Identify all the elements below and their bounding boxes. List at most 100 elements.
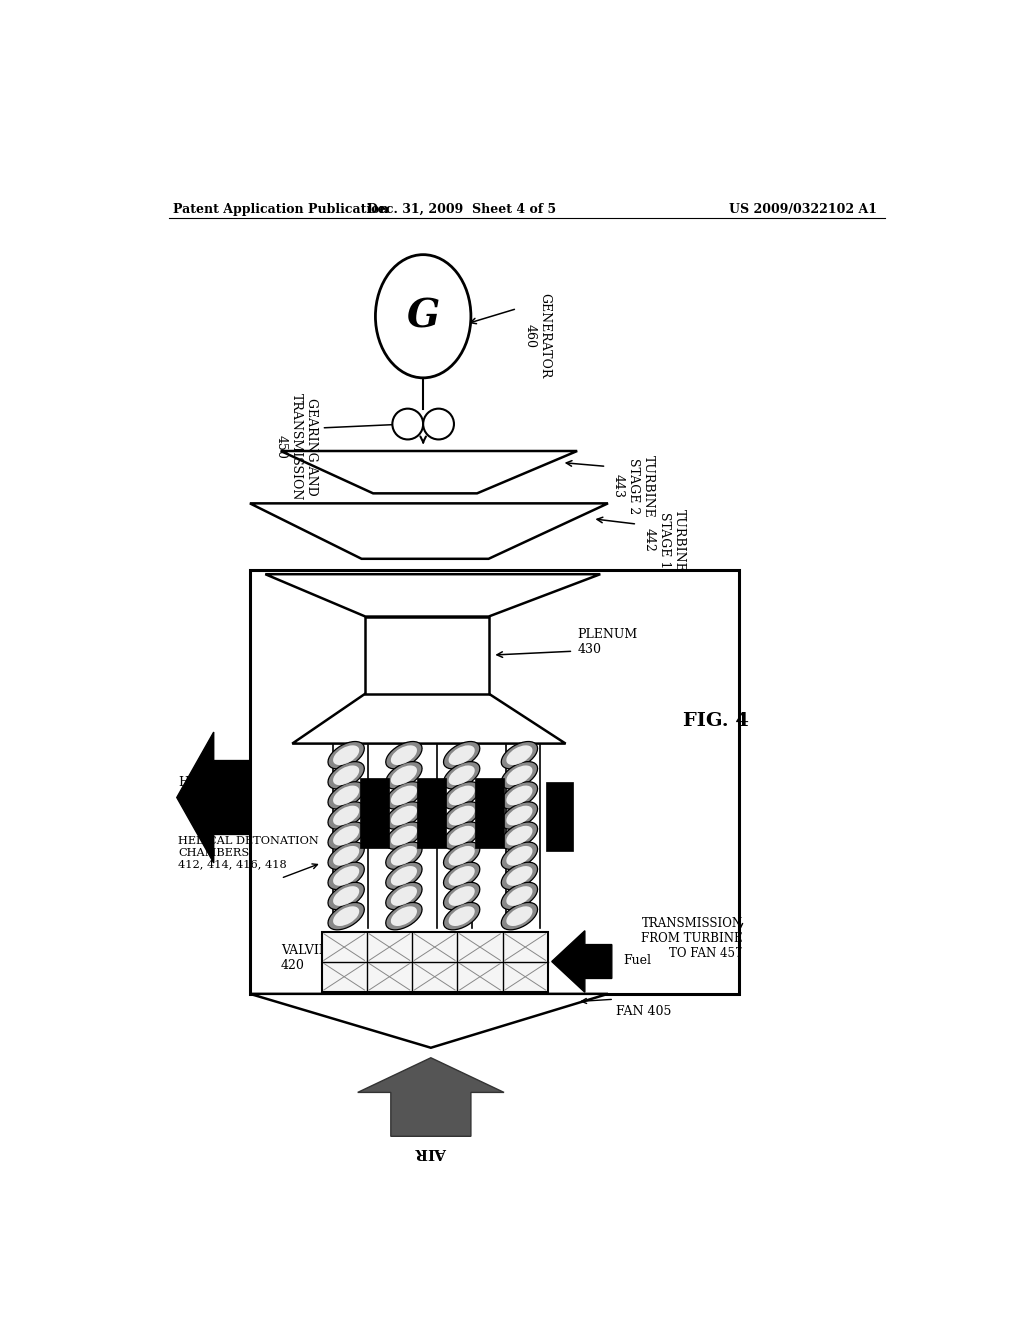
Ellipse shape	[391, 866, 417, 886]
Ellipse shape	[502, 801, 538, 829]
Ellipse shape	[333, 886, 359, 906]
Text: Fuel: Fuel	[624, 954, 651, 968]
Ellipse shape	[386, 862, 422, 890]
Polygon shape	[265, 574, 600, 616]
Ellipse shape	[506, 785, 532, 805]
Polygon shape	[292, 693, 565, 743]
Ellipse shape	[443, 903, 480, 929]
Ellipse shape	[328, 862, 365, 890]
Ellipse shape	[386, 742, 422, 768]
Ellipse shape	[333, 805, 359, 825]
Text: VALVING
420: VALVING 420	[281, 944, 340, 972]
Text: GENERATOR
460: GENERATOR 460	[523, 293, 551, 379]
Text: Patent Application Publication: Patent Application Publication	[173, 203, 388, 216]
Ellipse shape	[443, 781, 480, 809]
Text: G: G	[407, 297, 439, 335]
Ellipse shape	[502, 882, 538, 909]
Bar	[250, 570, 739, 994]
Ellipse shape	[328, 822, 365, 849]
Ellipse shape	[333, 866, 359, 886]
Bar	[366, 616, 488, 693]
Ellipse shape	[443, 882, 480, 909]
Ellipse shape	[328, 903, 365, 929]
Ellipse shape	[386, 822, 422, 849]
Ellipse shape	[443, 822, 480, 849]
Ellipse shape	[506, 805, 532, 825]
Ellipse shape	[506, 866, 532, 886]
Ellipse shape	[386, 762, 422, 789]
Text: PLENUM
430: PLENUM 430	[578, 628, 637, 656]
Text: FIG. 4: FIG. 4	[683, 711, 749, 730]
Ellipse shape	[449, 805, 475, 825]
Ellipse shape	[443, 762, 480, 789]
Ellipse shape	[386, 801, 422, 829]
Circle shape	[423, 409, 454, 440]
Ellipse shape	[506, 766, 532, 785]
Text: TURBINE
STAGE 1
442: TURBINE STAGE 1 442	[643, 508, 686, 572]
Ellipse shape	[502, 822, 538, 849]
Ellipse shape	[502, 862, 538, 890]
Ellipse shape	[449, 866, 475, 886]
Ellipse shape	[333, 746, 359, 766]
Ellipse shape	[333, 785, 359, 805]
Ellipse shape	[502, 903, 538, 929]
Polygon shape	[250, 994, 608, 1048]
Ellipse shape	[333, 766, 359, 785]
Ellipse shape	[443, 842, 480, 870]
Text: GEARING AND
TRANSMISSION
450: GEARING AND TRANSMISSION 450	[274, 393, 317, 500]
Ellipse shape	[506, 846, 532, 866]
Ellipse shape	[502, 842, 538, 870]
Ellipse shape	[333, 826, 359, 846]
Circle shape	[392, 409, 423, 440]
Ellipse shape	[506, 826, 532, 846]
Polygon shape	[552, 931, 611, 993]
Ellipse shape	[449, 846, 475, 866]
Text: TURBINE
STAGE 2
443: TURBINE STAGE 2 443	[611, 455, 654, 517]
Ellipse shape	[449, 785, 475, 805]
Ellipse shape	[386, 882, 422, 909]
Text: Dec. 31, 2009  Sheet 4 of 5: Dec. 31, 2009 Sheet 4 of 5	[367, 203, 556, 216]
Ellipse shape	[333, 907, 359, 927]
Bar	[360, 779, 389, 847]
Text: FAN 405: FAN 405	[615, 1006, 671, 1019]
Ellipse shape	[391, 785, 417, 805]
Ellipse shape	[391, 826, 417, 846]
Ellipse shape	[386, 781, 422, 809]
Ellipse shape	[502, 762, 538, 789]
Ellipse shape	[386, 903, 422, 929]
Bar	[475, 779, 504, 847]
Text: TRANSMISSION
FROM TURBINE
TO FAN 457: TRANSMISSION FROM TURBINE TO FAN 457	[641, 917, 742, 960]
Ellipse shape	[391, 746, 417, 766]
Ellipse shape	[502, 742, 538, 768]
Text: HEAT
459: HEAT 459	[178, 776, 215, 804]
Ellipse shape	[449, 886, 475, 906]
Bar	[547, 781, 573, 851]
Ellipse shape	[443, 742, 480, 768]
Ellipse shape	[328, 801, 365, 829]
Text: US 2009/0322102 A1: US 2009/0322102 A1	[729, 203, 878, 216]
Ellipse shape	[449, 746, 475, 766]
Polygon shape	[250, 503, 608, 558]
Ellipse shape	[506, 907, 532, 927]
Ellipse shape	[443, 801, 480, 829]
Ellipse shape	[449, 766, 475, 785]
Ellipse shape	[443, 862, 480, 890]
Ellipse shape	[391, 805, 417, 825]
Ellipse shape	[506, 746, 532, 766]
Ellipse shape	[328, 742, 365, 768]
Ellipse shape	[502, 781, 538, 809]
Ellipse shape	[449, 907, 475, 927]
Ellipse shape	[328, 882, 365, 909]
Polygon shape	[177, 733, 250, 863]
Ellipse shape	[449, 826, 475, 846]
Ellipse shape	[328, 781, 365, 809]
Polygon shape	[357, 1057, 504, 1137]
Ellipse shape	[376, 255, 471, 378]
Ellipse shape	[391, 886, 417, 906]
Ellipse shape	[328, 762, 365, 789]
Text: AIR: AIR	[415, 1144, 446, 1159]
Ellipse shape	[328, 842, 365, 870]
Ellipse shape	[506, 886, 532, 906]
Bar	[417, 779, 446, 847]
Ellipse shape	[391, 846, 417, 866]
